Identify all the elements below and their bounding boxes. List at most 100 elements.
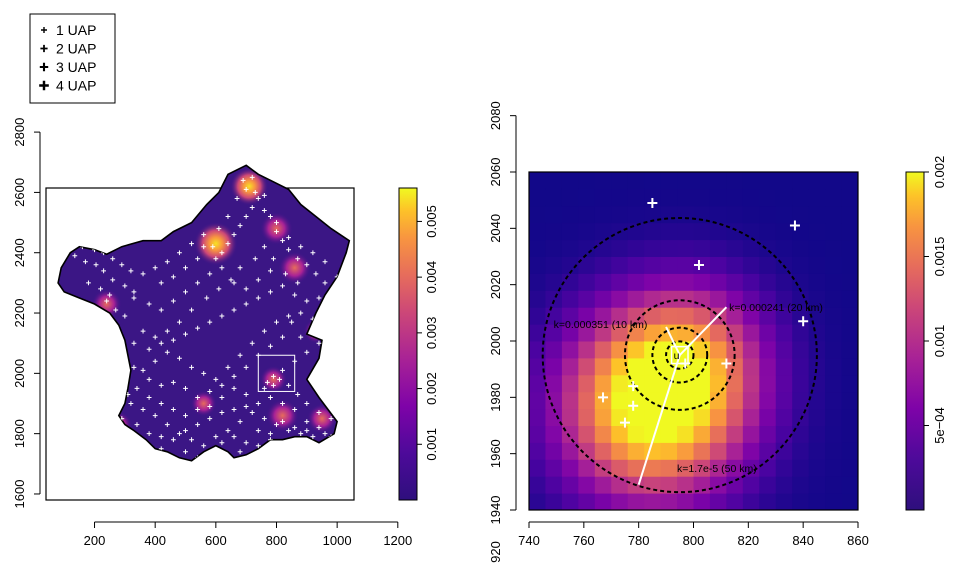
density-cell: [792, 273, 809, 290]
density-cell: [759, 273, 776, 290]
density-cell: [842, 324, 859, 341]
density-cell: [644, 375, 661, 392]
y-tick-label: 1940: [488, 496, 503, 525]
density-cell: [825, 240, 842, 257]
density-cell: [661, 493, 678, 510]
density-cell: [562, 223, 579, 240]
density-cell: [545, 206, 562, 223]
density-cell: [661, 290, 678, 307]
density-cell: [562, 240, 579, 257]
density-cell: [545, 223, 562, 240]
density-cell: [694, 358, 711, 375]
density-cell: [776, 459, 793, 476]
colorbar-label: 0.002: [424, 372, 439, 405]
density-cell: [759, 493, 776, 510]
density-cell: [529, 307, 546, 324]
density-cell: [726, 273, 743, 290]
density-cell: [677, 493, 694, 510]
density-cell: [562, 459, 579, 476]
density-cell: [611, 476, 628, 493]
density-cell: [661, 307, 678, 324]
density-cell: [710, 375, 727, 392]
y-tick-label: 2040: [488, 214, 503, 243]
density-cell: [694, 426, 711, 443]
density-cell: [710, 189, 727, 206]
x-tick-label: 800: [266, 533, 288, 548]
density-cell: [628, 409, 645, 426]
density-cell: [726, 426, 743, 443]
x-tick-label: 740: [518, 533, 540, 548]
density-cell: [776, 493, 793, 510]
density-cell: [694, 375, 711, 392]
density-cell: [578, 273, 595, 290]
density-cell: [661, 223, 678, 240]
density-cell: [710, 442, 727, 459]
density-cell: [545, 189, 562, 206]
density-cell: [677, 189, 694, 206]
colorbar-label: 0.003: [424, 317, 439, 350]
density-cell: [677, 442, 694, 459]
density-cell: [677, 172, 694, 189]
density-cell: [776, 324, 793, 341]
density-cell: [743, 206, 760, 223]
annotation-label: k=0.000241 (20 km): [729, 302, 823, 314]
density-cell: [759, 206, 776, 223]
density-cell: [710, 409, 727, 426]
density-cell: [776, 476, 793, 493]
density-cell: [809, 189, 826, 206]
density-cell: [743, 392, 760, 409]
density-cell: [726, 409, 743, 426]
density-cell: [792, 358, 809, 375]
density-cell: [710, 426, 727, 443]
density-cell: [842, 307, 859, 324]
density-cell: [710, 257, 727, 274]
annotation-label: k=0.000351 (10 km): [554, 319, 648, 331]
density-cell: [759, 392, 776, 409]
density-cell: [743, 375, 760, 392]
density-cell: [759, 442, 776, 459]
density-cell: [545, 341, 562, 358]
density-cell: [694, 409, 711, 426]
density-cell: [545, 172, 562, 189]
density-cell: [578, 426, 595, 443]
density-cell: [677, 307, 694, 324]
density-cell: [743, 189, 760, 206]
density-cell: [743, 442, 760, 459]
density-cell: [694, 189, 711, 206]
density-cell: [578, 358, 595, 375]
density-cell: [529, 189, 546, 206]
density-cell: [611, 358, 628, 375]
density-cell: [545, 426, 562, 443]
density-cell: [776, 273, 793, 290]
density-cell: [694, 240, 711, 257]
density-cell: [661, 459, 678, 476]
density-cell: [545, 476, 562, 493]
density-cell: [562, 189, 579, 206]
density-cell: [759, 476, 776, 493]
density-cell: [792, 442, 809, 459]
density-cell: [792, 409, 809, 426]
density-cell: [595, 223, 612, 240]
left-colorbar: [399, 188, 417, 500]
density-cell: [842, 223, 859, 240]
density-cell: [644, 273, 661, 290]
density-cell: [809, 442, 826, 459]
density-cell: [611, 206, 628, 223]
density-cell: [743, 341, 760, 358]
density-cell: [842, 442, 859, 459]
y-tick-label: 2200: [12, 299, 27, 328]
density-cell: [529, 240, 546, 257]
density-cell: [595, 240, 612, 257]
density-cell: [628, 223, 645, 240]
density-cell: [562, 358, 579, 375]
density-cell: [743, 273, 760, 290]
density-cell: [529, 476, 546, 493]
density-cell: [759, 358, 776, 375]
density-cell: [529, 392, 546, 409]
left-map-plot: 200 400 600 800 1000 120016001800200022002400…: [12, 118, 439, 548]
density-cell: [710, 206, 727, 223]
density-cell: [595, 206, 612, 223]
density-cell: [611, 392, 628, 409]
density-cell: [792, 257, 809, 274]
density-cell: [644, 476, 661, 493]
